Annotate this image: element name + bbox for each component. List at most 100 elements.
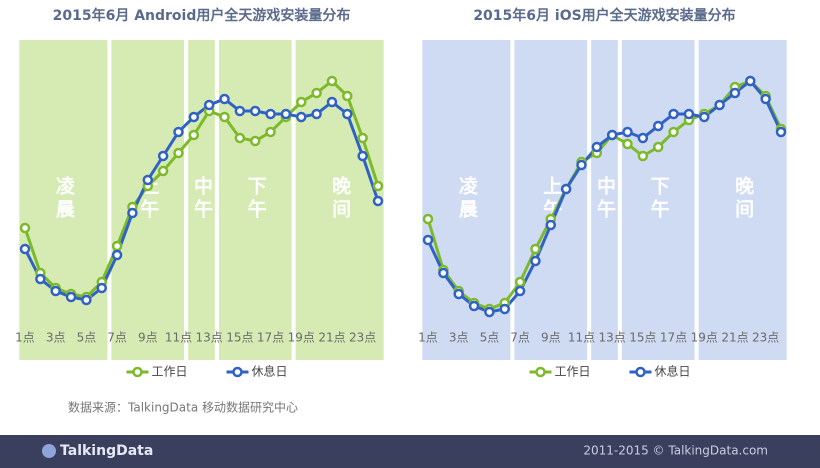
- point: [19, 243, 31, 255]
- point: [576, 159, 587, 171]
- legend-marker: [132, 366, 143, 378]
- point: [357, 150, 368, 162]
- point: [219, 111, 230, 123]
- legend-marker: [535, 366, 546, 378]
- point: [280, 108, 292, 120]
- point: [514, 285, 526, 297]
- point: [249, 135, 261, 147]
- point: [652, 120, 664, 132]
- x-tick-label: 7点: [510, 331, 530, 345]
- period-label: 下午: [245, 176, 267, 222]
- point: [683, 108, 695, 120]
- point: [326, 96, 338, 108]
- point: [311, 108, 322, 120]
- point: [142, 174, 154, 186]
- point: [668, 108, 679, 120]
- x-tick-label: 11点: [568, 331, 595, 345]
- period-band: [295, 40, 384, 360]
- period-band: [19, 40, 108, 360]
- point: [342, 90, 353, 102]
- x-tick-label: 9点: [138, 331, 158, 345]
- point: [157, 150, 169, 162]
- footer-bar: [0, 435, 820, 468]
- point: [699, 111, 710, 123]
- point: [530, 243, 541, 255]
- x-tick-label: 7点: [107, 331, 127, 345]
- point: [127, 207, 138, 219]
- point: [173, 126, 184, 138]
- x-tick-label: 1点: [418, 331, 438, 345]
- point: [637, 150, 649, 162]
- point: [729, 87, 741, 99]
- period-label: 晚间: [732, 175, 754, 222]
- point: [65, 291, 77, 303]
- legend-label: 休息日: [252, 364, 288, 379]
- point: [234, 105, 246, 117]
- period-label: 下午: [648, 176, 670, 222]
- point: [81, 294, 92, 306]
- chart-title: 2015年6月 iOS用户全天游戏安装量分布: [473, 7, 735, 24]
- point: [173, 147, 184, 159]
- point: [19, 222, 31, 234]
- point: [714, 99, 725, 111]
- point: [249, 105, 261, 117]
- point: [296, 111, 307, 123]
- x-tick-label: 1点: [15, 331, 35, 345]
- period-label: 凌晨: [456, 175, 478, 222]
- period-band: [621, 40, 695, 360]
- x-tick-label: 9点: [541, 331, 561, 345]
- point: [372, 195, 384, 207]
- point: [668, 126, 679, 138]
- period-label: 中午: [191, 175, 213, 222]
- x-tick-label: 23点: [752, 331, 779, 345]
- x-tick-label: 21点: [721, 331, 748, 345]
- point: [438, 267, 449, 279]
- point: [775, 126, 787, 138]
- source: 数据来源：TalkingData 移动数据研究中心: [68, 400, 298, 415]
- point: [514, 276, 526, 288]
- point: [219, 93, 230, 105]
- x-tick-label: 5点: [77, 331, 97, 345]
- x-tick-label: 15点: [226, 331, 253, 345]
- brand: TalkingData: [60, 443, 153, 459]
- point: [157, 165, 169, 177]
- x-tick-label: 3点: [449, 331, 469, 345]
- point: [311, 87, 322, 99]
- period-band: [188, 40, 215, 360]
- x-tick-label: 23点: [349, 331, 376, 345]
- point: [234, 132, 246, 144]
- point: [265, 126, 276, 138]
- point: [606, 129, 618, 141]
- point: [111, 240, 123, 252]
- x-tick-label: 3点: [46, 331, 66, 345]
- point: [50, 285, 61, 297]
- point: [188, 111, 200, 123]
- point: [96, 282, 107, 294]
- point: [760, 93, 771, 105]
- x-tick-label: 13点: [599, 331, 626, 345]
- x-tick-label: 17点: [660, 331, 687, 345]
- point: [422, 213, 434, 225]
- point: [422, 234, 434, 246]
- x-tick-label: 19点: [691, 331, 718, 345]
- period-label: 中午: [594, 175, 616, 222]
- legend-marker: [635, 366, 646, 378]
- point: [652, 141, 664, 153]
- x-tick-label: 15点: [629, 331, 656, 345]
- legend-label: 工作日: [152, 365, 188, 379]
- point: [342, 108, 353, 120]
- point: [188, 129, 200, 141]
- copyright: 2011-2015 © TalkingData.com: [583, 444, 768, 458]
- x-tick-label: 11点: [165, 331, 192, 345]
- point: [591, 141, 603, 153]
- x-tick-label: 21点: [318, 331, 345, 345]
- point: [265, 108, 276, 120]
- point: [560, 183, 572, 195]
- chart-title: 2015年6月 Android用户全天游戏安装量分布: [53, 7, 351, 24]
- point: [622, 126, 633, 138]
- point: [637, 132, 649, 144]
- point: [296, 96, 307, 108]
- point: [484, 306, 495, 318]
